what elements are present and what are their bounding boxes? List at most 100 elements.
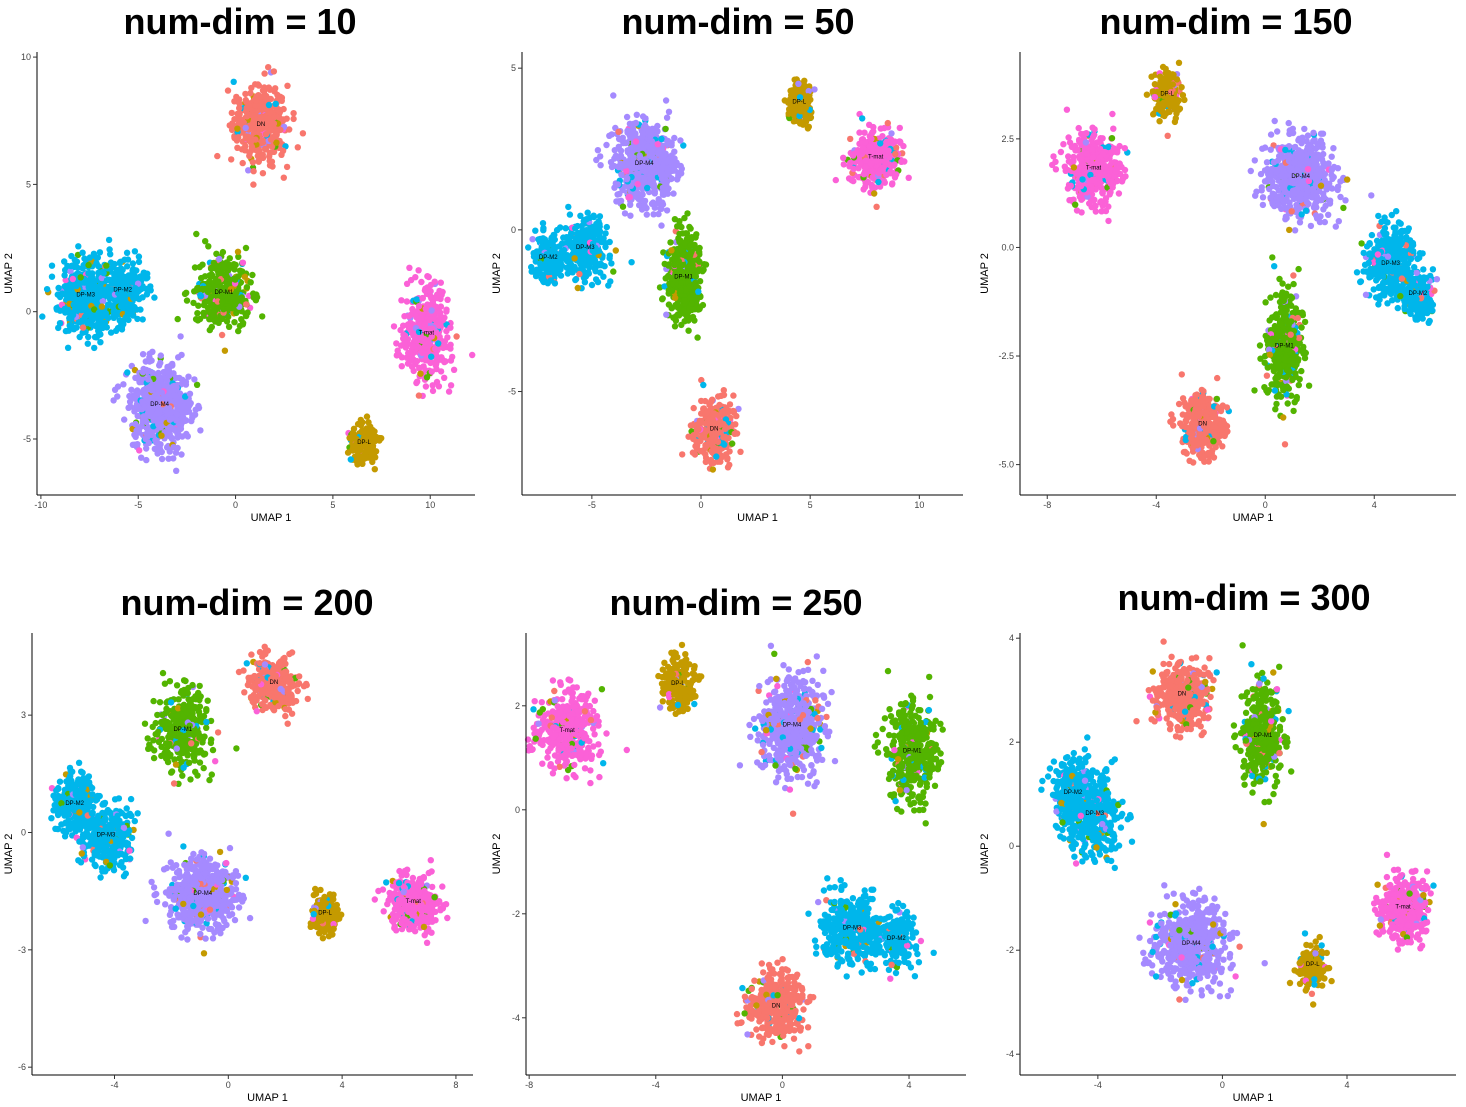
data-point <box>219 298 226 306</box>
data-point <box>234 110 241 118</box>
data-point <box>596 223 603 230</box>
data-point <box>142 435 149 443</box>
data-point <box>62 327 70 335</box>
data-point <box>205 308 212 315</box>
data-point <box>696 278 704 285</box>
data-point <box>623 139 630 146</box>
umap-panel: num-dim = 50 DP-L T-mat DP-M4 DP-M2 DP-M3 DP-M… <box>488 0 976 553</box>
data-point <box>600 273 607 280</box>
data-point <box>576 270 583 278</box>
data-point <box>443 308 450 315</box>
data-point <box>259 313 266 320</box>
data-point <box>232 261 239 269</box>
data-point <box>412 308 419 316</box>
data-point <box>219 248 227 256</box>
x-axis-label: UMAP 1 <box>251 512 292 524</box>
data-point <box>259 139 267 146</box>
data-point <box>61 305 68 313</box>
data-point <box>371 466 378 473</box>
data-point <box>252 136 259 143</box>
data-point <box>91 306 98 313</box>
data-point <box>67 292 74 299</box>
data-point <box>243 284 251 291</box>
data-point <box>261 70 268 77</box>
data-point <box>547 262 555 270</box>
data-point <box>632 119 640 127</box>
data-point <box>177 333 184 340</box>
data-point <box>290 110 297 117</box>
data-point <box>879 167 886 174</box>
data-point <box>233 298 240 306</box>
data-point <box>868 135 875 142</box>
data-point <box>405 349 412 357</box>
data-point <box>95 262 102 270</box>
data-point <box>369 458 376 466</box>
data-point <box>889 180 896 187</box>
data-point <box>566 211 574 218</box>
data-point <box>175 354 182 361</box>
data-point <box>427 302 434 309</box>
data-point <box>143 456 150 464</box>
data-point <box>171 382 178 390</box>
data-point <box>602 230 609 237</box>
data-point <box>129 260 137 267</box>
data-point <box>671 134 678 142</box>
data-point <box>884 119 891 127</box>
data-point <box>239 259 247 266</box>
data-point <box>663 165 671 173</box>
data-point <box>111 274 118 281</box>
data-point <box>447 345 454 352</box>
data-point <box>857 160 864 167</box>
data-point <box>151 294 158 301</box>
data-point <box>152 437 159 444</box>
y-tick-label: 5 <box>26 179 31 189</box>
data-point <box>248 143 256 150</box>
data-point <box>415 392 423 399</box>
data-point <box>267 136 275 143</box>
data-point <box>419 294 426 302</box>
data-point <box>635 144 642 152</box>
data-point <box>155 443 163 450</box>
data-point <box>859 115 866 122</box>
data-point <box>662 97 670 104</box>
data-point <box>77 274 84 281</box>
data-point <box>658 135 665 143</box>
data-point <box>641 175 648 182</box>
data-point <box>650 211 657 218</box>
data-point <box>623 167 630 174</box>
data-point <box>840 161 847 168</box>
data-point <box>444 334 451 341</box>
data-point <box>90 250 98 257</box>
data-point <box>677 137 684 144</box>
data-point <box>627 201 634 208</box>
data-point <box>197 427 204 434</box>
data-point <box>589 240 597 247</box>
data-point <box>651 158 659 165</box>
data-point <box>444 296 451 303</box>
data-point <box>796 94 804 101</box>
data-point <box>429 387 437 395</box>
data-point <box>353 457 360 464</box>
data-point <box>90 280 98 288</box>
data-point <box>406 264 413 271</box>
data-point <box>781 97 788 104</box>
data-point <box>867 160 875 167</box>
data-point <box>427 293 434 300</box>
data-point <box>550 250 558 258</box>
data-point <box>545 253 553 261</box>
data-point <box>143 445 150 452</box>
data-point <box>871 190 878 197</box>
data-point <box>106 246 113 253</box>
data-point <box>344 449 352 456</box>
data-point <box>579 241 586 248</box>
data-point <box>284 82 291 90</box>
data-point <box>668 152 675 159</box>
data-point <box>654 122 661 130</box>
data-point <box>196 315 204 323</box>
data-point <box>234 125 241 132</box>
data-point <box>436 313 444 321</box>
data-point <box>654 141 661 148</box>
data-point <box>236 100 243 107</box>
data-point <box>79 317 86 324</box>
data-point <box>62 276 69 284</box>
